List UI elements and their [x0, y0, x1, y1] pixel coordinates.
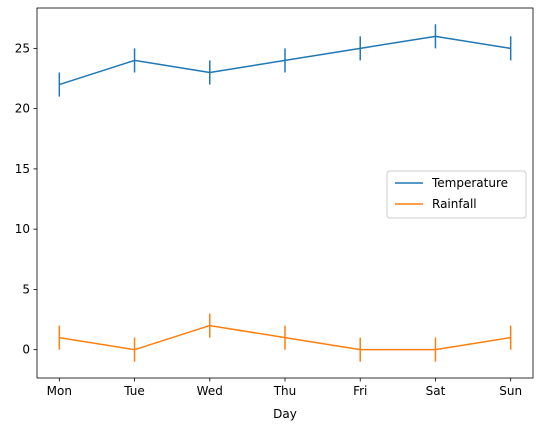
y-tick-label: 15: [15, 162, 30, 176]
y-tick-label: 5: [22, 282, 30, 296]
x-tick-label: Wed: [197, 384, 223, 398]
x-tick-label: Sun: [499, 384, 522, 398]
x-tick-label: Sat: [426, 384, 446, 398]
y-axis: 0 5 10 15 20 25: [15, 41, 37, 357]
x-tick-label: Tue: [123, 384, 145, 398]
x-axis-title: Day: [273, 407, 297, 421]
x-tick-label: Mon: [47, 384, 72, 398]
legend: Temperature Rainfall: [386, 170, 527, 219]
x-axis: Mon Tue Wed Thu Fri Sat Sun: [47, 378, 522, 398]
y-tick-label: 20: [15, 102, 30, 116]
series-layer: [58, 24, 512, 362]
y-tick-label: 0: [22, 343, 30, 357]
y-tick-label: 25: [15, 41, 30, 55]
x-tick-label: Thu: [273, 384, 297, 398]
x-tick-label: Fri: [353, 384, 367, 398]
legend-label: Temperature: [431, 176, 508, 190]
legend-label: Rainfall: [432, 197, 477, 211]
y-tick-label: 10: [15, 222, 30, 236]
